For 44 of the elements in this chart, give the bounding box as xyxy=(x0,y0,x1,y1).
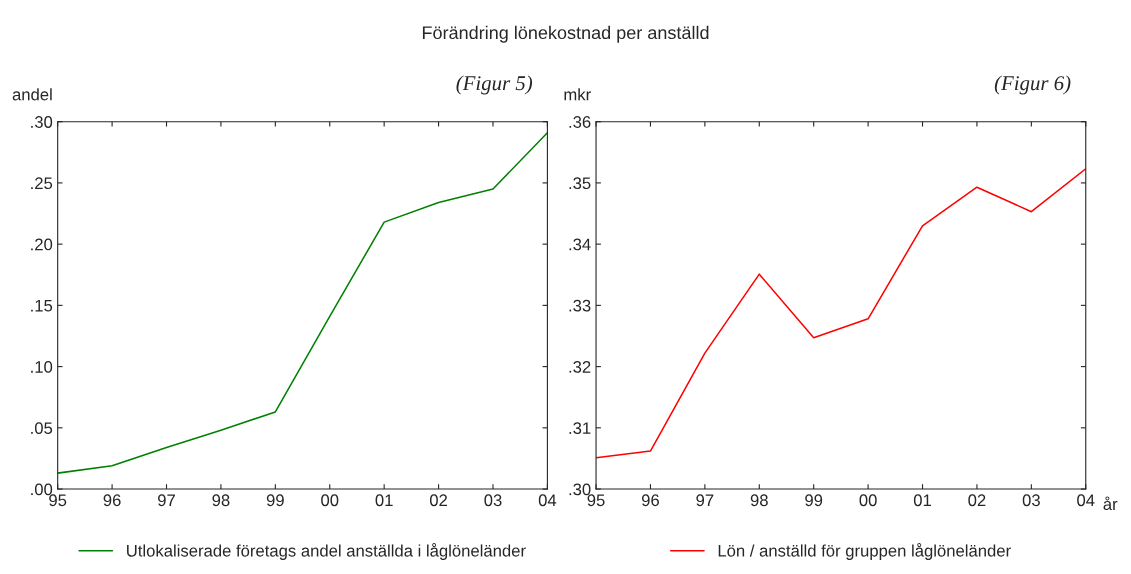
y-tick-label: .30 xyxy=(569,483,591,496)
x-tick-label: 01 xyxy=(913,494,931,507)
y-axis-title: mkr xyxy=(564,88,591,101)
x-tick-label: 95 xyxy=(49,494,67,507)
y-tick-label: .05 xyxy=(31,422,53,435)
y-tick-label: .20 xyxy=(31,238,53,251)
x-tick-label: 00 xyxy=(859,494,877,507)
y-tick-label: .15 xyxy=(31,299,53,312)
y-tick-label: .36 xyxy=(569,116,591,128)
y-tick-label: .00 xyxy=(31,483,53,496)
y-tick-label: .31 xyxy=(569,422,591,435)
x-tick-label: 02 xyxy=(429,494,448,507)
x-axis-title: år xyxy=(1103,496,1118,511)
y-tick-label: .35 xyxy=(569,177,591,190)
x-tick-label: 04 xyxy=(538,494,557,507)
x-tick-label: 96 xyxy=(103,494,121,507)
y-tick-label: .32 xyxy=(569,361,591,373)
y-tick-label: .33 xyxy=(569,299,591,312)
x-tick-label: 96 xyxy=(641,494,659,507)
x-tick-label: 95 xyxy=(587,494,605,507)
x-tick-label: 99 xyxy=(805,494,823,507)
y-tick-label: .10 xyxy=(31,361,53,373)
line-series xyxy=(596,168,1086,459)
line-series xyxy=(57,131,548,474)
x-tick-label: 99 xyxy=(266,494,284,507)
x-tick-label: 03 xyxy=(484,494,502,507)
x-tick-label: 97 xyxy=(158,494,175,507)
chart-title: Förändring lönekostnad per anställd xyxy=(422,25,709,43)
y-axis-title: andel xyxy=(12,88,52,101)
x-tick-label: 02 xyxy=(968,494,986,507)
x-tick-label: 03 xyxy=(1022,494,1040,507)
x-tick-label: 97 xyxy=(696,494,714,507)
y-tick-label: .30 xyxy=(31,116,53,128)
x-tick-label: 01 xyxy=(375,494,393,507)
text: (Figur 6) xyxy=(994,75,1071,95)
text: (Figur 5) xyxy=(456,75,533,95)
legend-label: Utlokaliserade företags andel anställda i låglöneländer xyxy=(127,543,526,560)
x-tick-label: 98 xyxy=(750,494,768,507)
x-tick-label: 98 xyxy=(212,494,230,507)
x-tick-label: 04 xyxy=(1077,494,1095,507)
x-tick-label: 00 xyxy=(321,494,339,507)
legend-label: Lön / anställd för gruppen låglöneländer xyxy=(718,543,1011,560)
y-tick-label: .25 xyxy=(31,177,53,190)
y-tick-label: .34 xyxy=(569,238,591,251)
